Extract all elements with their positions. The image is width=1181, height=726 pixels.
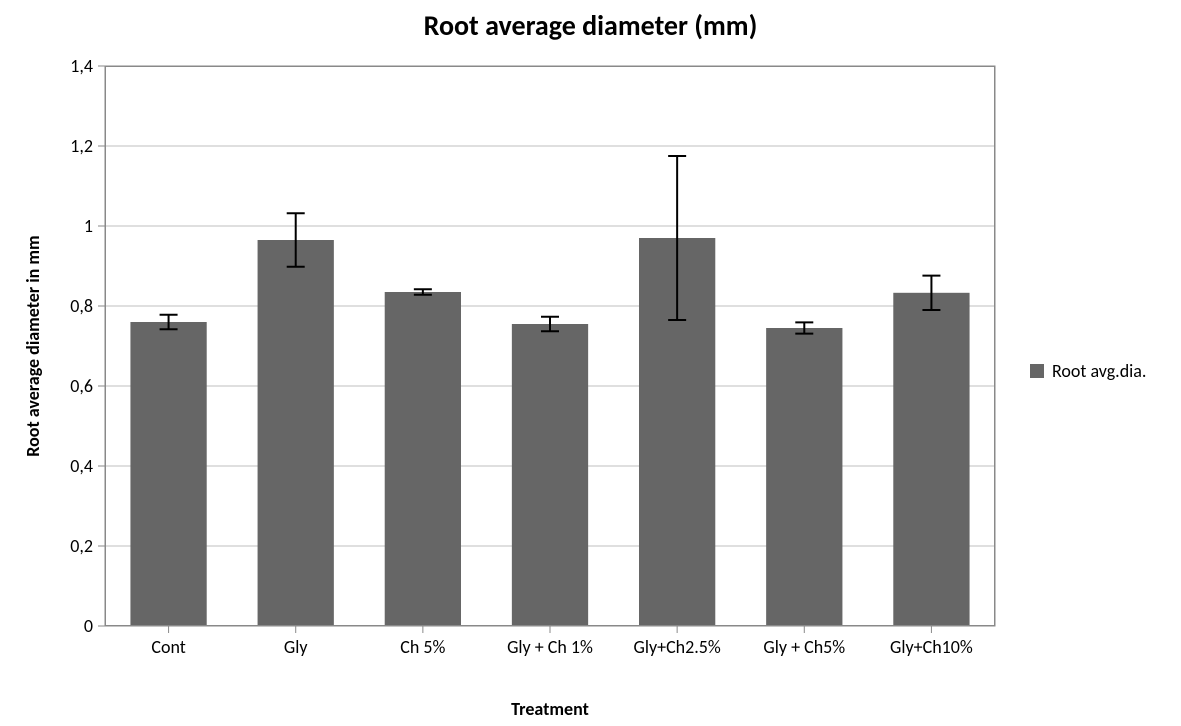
x-tick-label: Gly+Ch10% <box>868 636 995 658</box>
x-tick-label: Gly <box>232 636 359 658</box>
chart-stage: Root average diameter (mm) Root average … <box>0 0 1181 726</box>
y-tick-label: 1,2 <box>70 135 93 157</box>
x-tick-label: Gly + Ch 1% <box>486 636 613 658</box>
x-tick-label: Ch 5% <box>359 636 486 658</box>
x-tick-label: Gly+Ch2.5% <box>614 636 741 658</box>
y-tick-label: 0 <box>84 615 93 637</box>
y-tick-label: 1 <box>84 215 93 237</box>
y-tick-label: 0,4 <box>70 455 93 477</box>
x-tick-label: Gly + Ch5% <box>741 636 868 658</box>
plot-border <box>105 66 995 626</box>
y-tick-label: 0,6 <box>70 375 93 397</box>
legend: Root avg.dia. <box>1030 360 1146 382</box>
y-tick-label: 0,2 <box>70 535 93 557</box>
y-tick-label: 0,8 <box>70 295 93 317</box>
legend-swatch <box>1030 364 1044 378</box>
y-tick-label: 1,4 <box>70 55 93 77</box>
x-tick-label: Cont <box>105 636 232 658</box>
legend-label: Root avg.dia. <box>1052 360 1146 382</box>
